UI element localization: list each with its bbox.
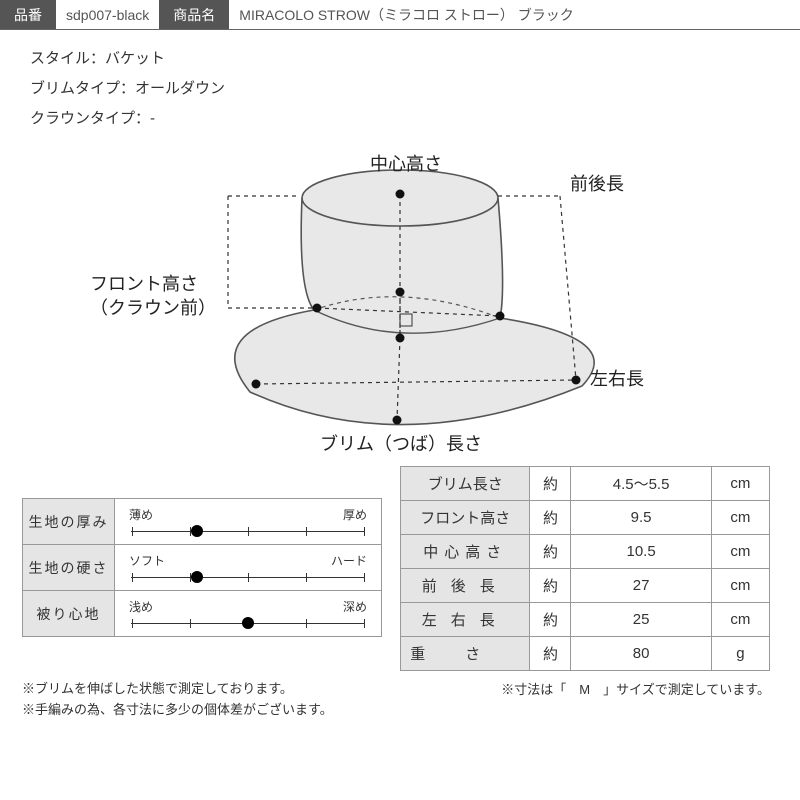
header-row: 品番 sdp007-black 商品名 MIRACOLO STROW（ミラコロ … <box>0 0 800 30</box>
slider-table: 生地の厚み薄め 厚め生地の硬さソフト ハード被り心地浅め 深め <box>22 498 382 637</box>
meas-label: 前後長 <box>401 569 530 603</box>
label-front-height-1: フロント高さ <box>90 270 198 296</box>
slider-cell: 浅め 深め <box>115 591 382 637</box>
label-front-height-2: （クラウン前） <box>90 294 216 320</box>
slider-row-label: 生地の厚み <box>23 499 115 545</box>
meas-unit: cm <box>711 569 769 603</box>
slider-row-label: 被り心地 <box>23 591 115 637</box>
slider-left-label: ソフト <box>129 552 165 569</box>
name-label: 商品名 <box>159 0 229 29</box>
label-front-back: 前後長 <box>570 170 624 196</box>
product-spec-sheet: 品番 sdp007-black 商品名 MIRACOLO STROW（ミラコロ … <box>0 0 800 721</box>
slider-row: 生地の硬さソフト ハード <box>23 545 382 591</box>
meas-approx: 約 <box>530 501 571 535</box>
measurement-row: フロント高さ約9.5cm <box>401 501 770 535</box>
measurement-row: 重さ約80g <box>401 637 770 671</box>
slider-right-label: ハード <box>331 552 367 569</box>
label-brim-length: ブリム（つば）長さ <box>320 430 482 456</box>
note-left-1: ※ブリムを伸ばした状態で測定しております。 <box>22 679 333 700</box>
style-brim: ブリムタイプ：オールダウン <box>30 74 800 104</box>
notes-left: ※ブリムを伸ばした状態で測定しております。 ※手編みの為、各寸法に多少の個体差が… <box>0 671 333 721</box>
meas-approx: 約 <box>530 603 571 637</box>
meas-label: ブリム長さ <box>401 467 530 501</box>
style-style: スタイル：バケット <box>30 44 800 74</box>
code-label: 品番 <box>0 0 56 29</box>
meas-label: 左右長 <box>401 603 530 637</box>
meas-unit: cm <box>711 535 769 569</box>
slider-left-label: 浅め <box>129 598 153 615</box>
slider-row: 生地の厚み薄め 厚め <box>23 499 382 545</box>
meas-approx: 約 <box>530 535 571 569</box>
slider-left-label: 薄め <box>129 506 153 523</box>
measurement-block: ブリム長さ約4.5～5.5cmフロント高さ約9.5cm中心高さ約10.5cm前後… <box>400 466 770 671</box>
notes-right: ※寸法は「 M 」サイズで測定しています。 <box>501 671 770 721</box>
measurement-row: 前後長約27cm <box>401 569 770 603</box>
meas-value: 80 <box>571 637 711 671</box>
meas-value: 25 <box>571 603 711 637</box>
meas-value: 9.5 <box>571 501 711 535</box>
measurement-row: 中心高さ約10.5cm <box>401 535 770 569</box>
slider-track <box>127 618 369 630</box>
slider-cell: 薄め 厚め <box>115 499 382 545</box>
meas-approx: 約 <box>530 467 571 501</box>
slider-dot-icon <box>191 525 203 537</box>
style-crown: クラウンタイプ：- <box>30 104 800 134</box>
meas-unit: g <box>711 637 769 671</box>
measurement-row: ブリム長さ約4.5～5.5cm <box>401 467 770 501</box>
meas-approx: 約 <box>530 637 571 671</box>
notes-row: ※ブリムを伸ばした状態で測定しております。 ※手編みの為、各寸法に多少の個体差が… <box>0 671 800 721</box>
measurement-row: 左右長約25cm <box>401 603 770 637</box>
meas-unit: cm <box>711 501 769 535</box>
code-value: sdp007-black <box>56 0 159 29</box>
hat-diagram: 中心高さ 前後長 フロント高さ （クラウン前） 左右長 ブリム（つば）長さ <box>0 140 800 460</box>
meas-label: 中心高さ <box>401 535 530 569</box>
slider-right-label: 厚め <box>343 506 367 523</box>
slider-row-label: 生地の硬さ <box>23 545 115 591</box>
style-info: スタイル：バケット ブリムタイプ：オールダウン クラウンタイプ：- <box>0 30 800 140</box>
meas-value: 27 <box>571 569 711 603</box>
slider-cell: ソフト ハード <box>115 545 382 591</box>
meas-unit: cm <box>711 603 769 637</box>
label-left-right: 左右長 <box>590 365 644 391</box>
meas-value: 4.5～5.5 <box>571 467 711 501</box>
bottom-section: 生地の厚み薄め厚め生地の硬さソフトハード被り心地浅め深め ブリム長さ約4.5～5… <box>0 460 800 671</box>
slider-block: 生地の厚み薄め 厚め生地の硬さソフト ハード被り心地浅め 深め <box>22 466 382 637</box>
slider-row: 被り心地浅め 深め <box>23 591 382 637</box>
meas-value: 10.5 <box>571 535 711 569</box>
note-left-2: ※手編みの為、各寸法に多少の個体差がございます。 <box>22 700 333 721</box>
name-value: MIRACOLO STROW（ミラコロ ストロー） ブラック <box>229 0 583 29</box>
slider-dot-icon <box>242 617 254 629</box>
slider-track <box>127 572 369 584</box>
label-center-height: 中心高さ <box>370 150 442 176</box>
measurement-table: ブリム長さ約4.5～5.5cmフロント高さ約9.5cm中心高さ約10.5cm前後… <box>400 466 770 671</box>
meas-label: フロント高さ <box>401 501 530 535</box>
meas-approx: 約 <box>530 569 571 603</box>
slider-dot-icon <box>191 571 203 583</box>
meas-unit: cm <box>711 467 769 501</box>
meas-label: 重さ <box>401 637 530 671</box>
slider-track <box>127 526 369 538</box>
slider-right-label: 深め <box>343 598 367 615</box>
